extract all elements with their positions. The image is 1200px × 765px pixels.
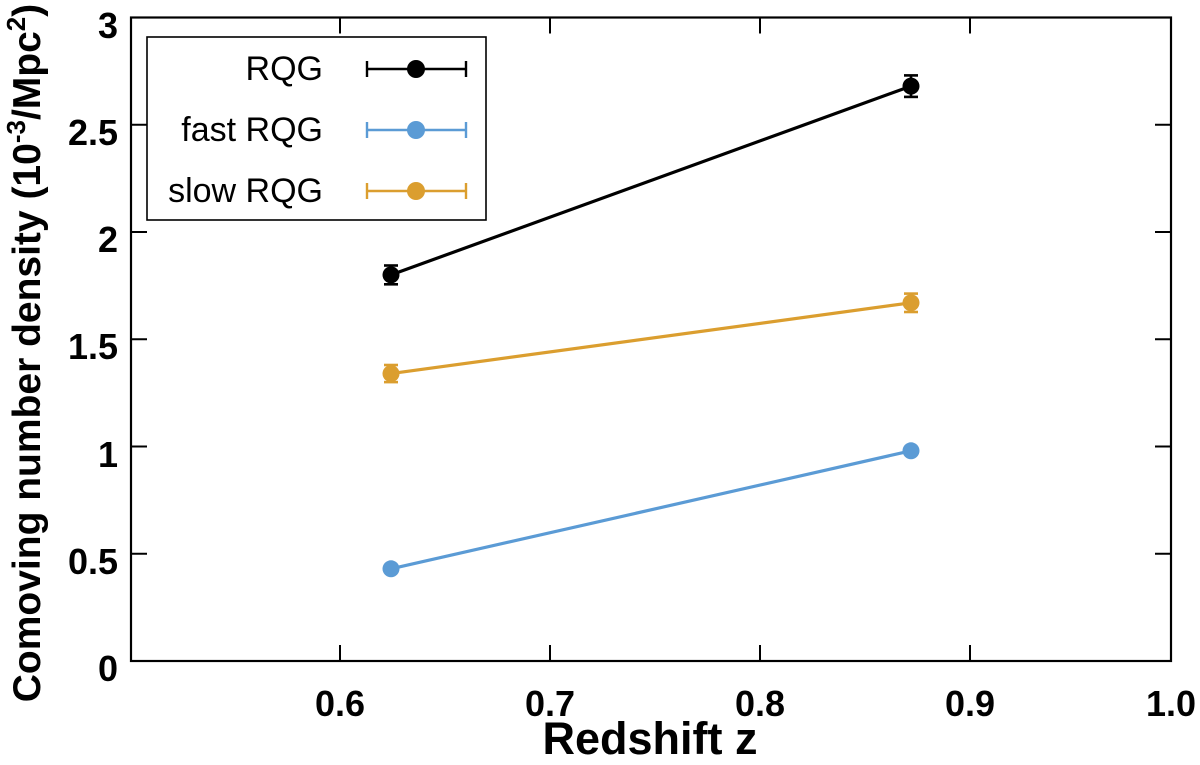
svg-text:RQG: RQG	[246, 50, 323, 88]
svg-text:0.9: 0.9	[945, 683, 995, 724]
svg-text:0: 0	[98, 648, 118, 689]
svg-text:1: 1	[98, 434, 118, 475]
svg-text:Comoving number density (10-3/: Comoving number density (10-3/Mpc2)	[1, 4, 49, 703]
svg-text:0.6: 0.6	[315, 683, 365, 724]
svg-text:0.5: 0.5	[68, 541, 118, 582]
svg-text:Redshift z: Redshift z	[542, 713, 757, 760]
svg-text:slow RQG: slow RQG	[168, 172, 323, 210]
svg-text:fast RQG: fast RQG	[181, 111, 323, 149]
svg-text:1.5: 1.5	[68, 326, 118, 367]
svg-text:2.5: 2.5	[68, 112, 118, 153]
svg-text:3: 3	[98, 5, 118, 46]
svg-text:1.0: 1.0	[1146, 683, 1196, 724]
svg-text:2: 2	[98, 219, 118, 260]
